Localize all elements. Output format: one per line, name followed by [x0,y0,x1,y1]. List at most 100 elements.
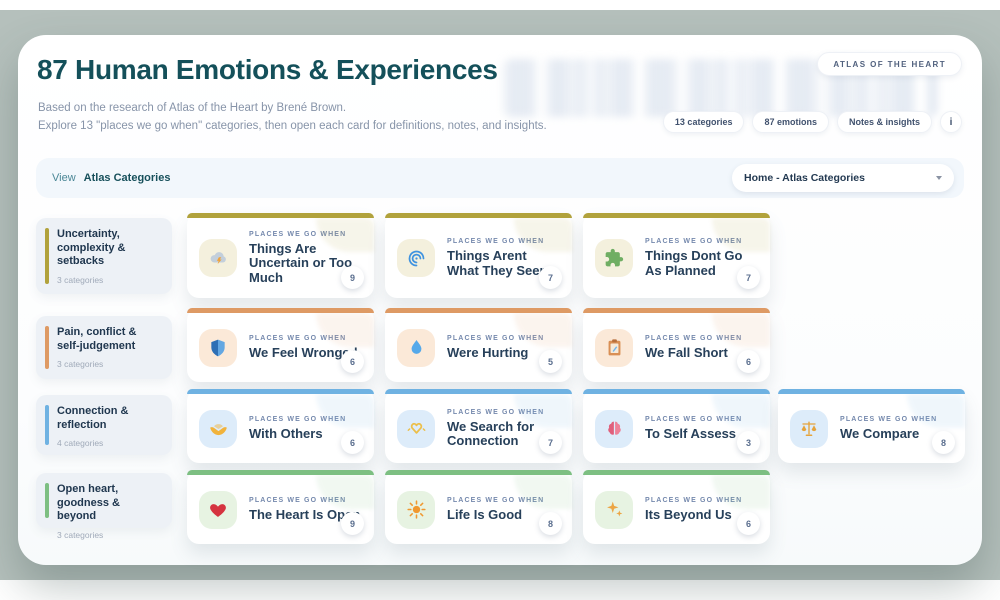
card-its-beyond-us[interactable]: PLACES WE GO WHEN Its Beyond Us 6 [583,470,770,544]
card-things-dont-go-as-planned[interactable]: PLACES WE GO WHEN Things Dont Go As Plan… [583,213,770,298]
card-we-search-for-connection[interactable]: PLACES WE GO WHEN We Search for Connecti… [385,389,572,463]
sidebar-group-count: 3 categories [57,359,104,369]
emotion-count-badge: 6 [341,431,364,454]
view-label: View [52,172,76,184]
sidebar-group-title: Connection & reflection [57,405,129,431]
emotion-count-badge: 7 [539,431,562,454]
emotion-count-badge: 3 [737,431,760,454]
card-life-is-good[interactable]: PLACES WE GO WHEN Life Is Good 8 [385,470,572,544]
sidebar-group-title: Uncertainty, complexity & setbacks [57,228,126,267]
main-panel: 87 Human Emotions & Experiences Based on… [18,35,982,565]
emotion-count-badge: 7 [737,266,760,289]
emotion-count-badge: 6 [341,350,364,373]
page-title: 87 Human Emotions & Experiences [37,54,498,85]
card-title: We Fall Short [645,344,728,360]
chevron-down-icon [936,176,942,180]
emotion-count-badge: 6 [737,350,760,373]
atlas-of-the-heart-badge: ATLAS OF THE HEART [817,52,962,76]
sidebar-group-title: Pain, conflict & self-judgement [57,326,137,352]
card-with-others[interactable]: PLACES WE GO WHEN With Others 6 [187,389,374,463]
stat-pills: 13 categories 87 emotions Notes & insigh… [662,111,962,133]
card-title: With Others [249,425,323,441]
sidebar-group-count: 4 categories [57,438,104,448]
shield-icon [199,328,237,367]
view-bar: View Atlas Categories Home - Atlas Categ… [36,158,964,198]
emotion-count-badge: 8 [932,431,955,454]
sidebar-group-uncertainty[interactable]: Uncertainty, complexity & setbacks 3 cat… [36,218,172,294]
card-accent-bar [583,308,770,313]
card-accent-bar [385,213,572,218]
notes-insights-pill: Notes & insights [836,111,932,133]
clipboard-icon [595,328,633,367]
card-title: Life Is Good [447,506,523,522]
info-icon[interactable]: i [940,111,962,133]
sidebar-group-connection[interactable]: Connection & reflection 4 categories [36,395,172,455]
card-things-are-uncertain-or-too-much[interactable]: PLACES WE GO WHEN Things Are Uncertain o… [187,213,374,298]
sidebar-group-count: 3 categories [57,529,104,540]
card-title: Things Dont Go As Planned [645,248,743,278]
storm-cloud-icon [199,239,237,277]
card-accent-bar [583,470,770,475]
card-the-heart-is-open[interactable]: PLACES WE GO WHEN The Heart Is Open 9 [187,470,374,544]
categories-count-pill: 13 categories [662,111,745,133]
card-accent-bar [187,213,374,218]
subtitle-line-2: Explore 13 "places we go when" categorie… [38,120,547,132]
card-title: The Heart Is Open [249,506,361,522]
view-dropdown[interactable]: Home - Atlas Categories [732,164,954,192]
card-eyebrow: PLACES WE GO WHEN [249,415,347,423]
card-we-compare[interactable]: PLACES WE GO WHEN We Compare 8 [778,389,965,463]
emotion-count-badge: 6 [737,512,760,535]
card-accent-bar [385,308,572,313]
card-eyebrow: PLACES WE GO WHEN [840,415,938,423]
card-accent-bar [187,470,374,475]
card-eyebrow: PLACES WE GO WHEN [447,334,545,342]
scales-icon [790,409,828,448]
card-eyebrow: PLACES WE GO WHEN [249,230,347,238]
emotion-count-badge: 5 [539,350,562,373]
card-title: Things Arent What They Seem [447,248,552,278]
heart-hands-icon [397,409,435,448]
card-eyebrow: PLACES WE GO WHEN [447,408,545,416]
view-dropdown-value: Home - Atlas Categories [744,172,865,184]
card-accent-bar [187,308,374,313]
open-hands-icon [199,409,237,448]
emotion-count-badge: 9 [341,512,364,535]
card-title: Its Beyond Us [645,506,732,522]
card-eyebrow: PLACES WE GO WHEN [645,238,743,245]
card-accent-bar [385,389,572,394]
brain-icon [595,409,633,448]
subtitle-line-1: Based on the research of Atlas of the He… [38,102,347,114]
emotion-count-badge: 7 [539,266,562,289]
card-were-hurting[interactable]: PLACES WE GO WHEN Were Hurting 5 [385,308,572,382]
sparkles-icon [595,490,633,529]
emotion-count-badge: 9 [341,266,364,289]
card-title: We Search for Connection [447,418,535,448]
card-eyebrow: PLACES WE GO WHEN [249,496,347,504]
card-we-fall-short[interactable]: PLACES WE GO WHEN We Fall Short 6 [583,308,770,382]
card-eyebrow: PLACES WE GO WHEN [447,496,545,504]
puzzle-icon [595,239,633,277]
card-eyebrow: PLACES WE GO WHEN [645,496,743,504]
card-accent-bar [583,389,770,394]
card-accent-bar [778,389,965,394]
sidebar-group-pain[interactable]: Pain, conflict & self-judgement 3 catego… [36,316,172,379]
card-title: Things Are Uncertain or Too Much [249,240,353,285]
card-title: We Compare [840,425,920,441]
droplet-icon [397,328,435,367]
card-eyebrow: PLACES WE GO WHEN [447,238,545,245]
card-accent-bar [583,213,770,218]
card-things-arent-what-they-seem[interactable]: PLACES WE GO WHEN Things Arent What They… [385,213,572,298]
card-eyebrow: PLACES WE GO WHEN [645,415,743,423]
heart-icon [199,490,237,529]
sidebar-group-title: Open heart, goodness & beyond [57,483,120,522]
card-title: To Self Assess [645,425,737,441]
card-to-self-assess[interactable]: PLACES WE GO WHEN To Self Assess 3 [583,389,770,463]
card-eyebrow: PLACES WE GO WHEN [249,334,347,342]
emotions-count-pill: 87 emotions [752,111,829,133]
view-value: Atlas Categories [83,172,171,184]
emotion-count-badge: 8 [539,512,562,535]
card-we-feel-wronged[interactable]: PLACES WE GO WHEN We Feel Wronged 6 [187,308,374,382]
card-accent-bar [187,389,374,394]
sidebar-group-open-heart[interactable]: Open heart, goodness & beyond 3 categori… [36,473,172,540]
